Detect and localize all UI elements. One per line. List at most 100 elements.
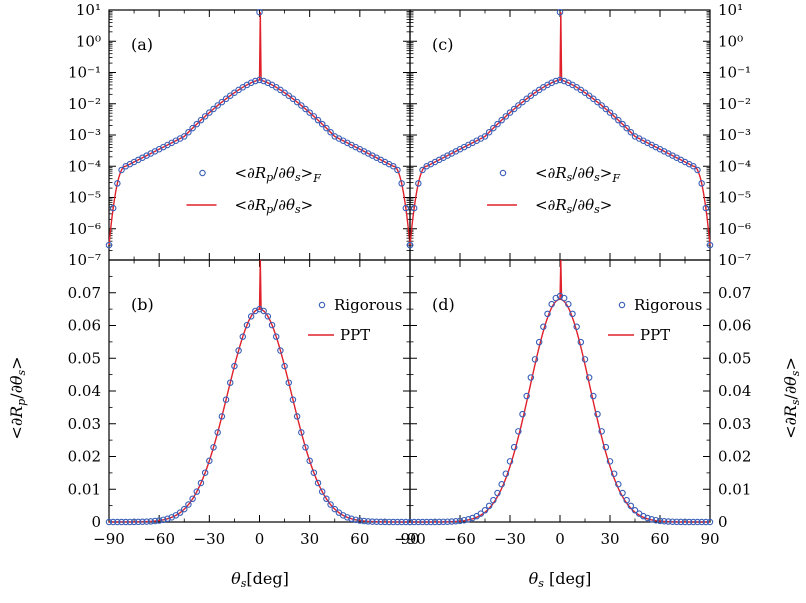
y-tick-label: 10¹ [718,1,743,19]
data-point-c [415,180,422,187]
data-point-b [293,413,301,420]
data-point-d [677,518,685,526]
data-point-b [210,444,217,451]
data-point-a [118,166,125,174]
y-tick-label: 0.03 [718,415,751,433]
data-point-c [594,98,601,106]
data-point-b [260,307,267,315]
data-point-b [135,518,142,526]
y-axis-title-left: <∂Rp/∂θs> [7,356,28,439]
data-point-b [151,517,159,525]
legend-label: Rigorous [634,296,702,314]
data-point-b [122,518,129,526]
data-point-d [544,310,551,318]
data-point-b [114,518,121,526]
y-tick-label: 0.02 [68,448,101,466]
data-point-b [193,488,201,495]
legend-marker [499,169,507,177]
data-point-d [406,518,414,526]
data-point-c [610,113,618,120]
data-point-c [490,124,497,132]
data-point-c [606,109,614,116]
data-point-d [594,410,601,418]
data-point-c [598,102,605,109]
y-tick-label: 10⁻⁷ [68,251,101,269]
data-point-c [694,166,701,174]
data-point-a [214,102,221,109]
data-point-a [222,95,230,103]
series-line-d [410,259,710,523]
y-tick-label: 0.01 [68,480,101,498]
legend-a: <∂Rp/∂θs>F <∂Rp/∂θs> [186,164,321,216]
legend-label: PPT [340,326,370,344]
data-point-a [306,109,313,116]
y-tick-label: 0.06 [718,317,751,335]
data-point-b [243,321,251,329]
y-tick-label: 0 [91,513,101,531]
data-point-a [394,166,401,174]
data-point-b [206,457,213,465]
data-point-d [610,470,618,477]
data-point-b [181,505,188,513]
data-point-d [548,300,555,308]
data-point-b [143,518,150,525]
legend-label: <∂Rs/∂θs> [535,196,612,216]
panel-a: 10¹ 10⁰ 10⁻¹ 10⁻² 10⁻³ 10⁻⁴ 10⁻⁵ 10⁻⁶ 10⁻⁷ (a) <∂R… [68,1,414,269]
x-tick-label: 30 [600,530,619,548]
data-point-d [527,374,535,381]
data-point-b [314,479,322,487]
data-point-b [264,313,272,320]
data-point-a [189,124,196,132]
data-point-b [185,501,192,508]
data-point-b [360,517,368,525]
data-point-a [289,95,297,103]
data-point-d [440,518,447,526]
data-point-d [515,428,522,435]
data-point-b [344,514,351,521]
series-line-c [409,12,711,246]
y-tick-label: 10⁻¹ [718,64,751,82]
legend-label: <∂Rp/∂θs> [235,196,314,216]
data-point-c [581,89,589,96]
data-point-c [502,113,510,120]
y-tick-label: 0.02 [718,448,751,466]
data-point-d [627,502,635,510]
data-point-b [222,396,230,403]
data-point-a [193,120,201,128]
y-tick-label: 0.05 [68,349,101,367]
data-point-b [218,413,226,420]
data-point-b [160,516,167,524]
data-point-d [490,496,497,504]
y-tick-label: 0.07 [68,284,101,302]
data-point-c [406,241,414,249]
data-point-d [598,428,605,435]
data-point-d [681,518,689,526]
data-point-d [685,518,693,526]
panel-label-b: (b) [131,295,154,314]
x-tick-label: 0 [255,530,265,548]
data-point-b [356,517,364,524]
y-tick-label: 0.05 [718,349,751,367]
data-point-c [602,105,610,113]
data-point-b [331,505,338,513]
panel-label-c: (c) [432,35,453,54]
x-tick-label: −60 [444,530,476,548]
data-point-a [226,92,234,99]
y-tick-label: 0.06 [68,317,101,335]
data-point-b [402,518,410,526]
y-tick-label: 10⁰ [76,32,101,50]
data-point-b [189,495,196,503]
data-point-b [130,518,138,526]
data-point-d [660,517,668,525]
data-point-b [390,518,397,526]
y-tick-label: 10⁻¹ [68,64,101,82]
y-tick-label: 0 [718,513,728,531]
y-tick-label: 10⁻⁵ [718,189,751,207]
data-point-b [352,516,359,524]
data-point-a [105,241,113,249]
data-point-b [285,379,293,386]
data-point-d [573,323,580,330]
data-point-b [247,313,255,320]
data-point-d [477,510,485,517]
